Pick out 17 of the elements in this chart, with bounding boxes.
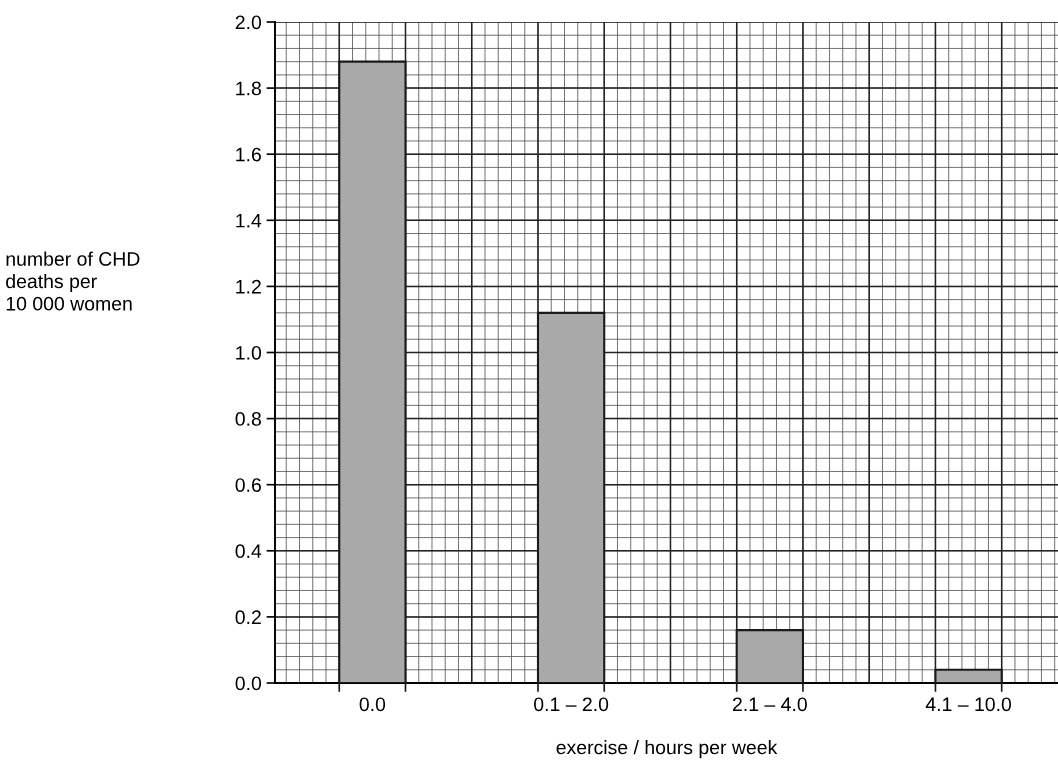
y-tick-label: 1.8 xyxy=(236,81,261,96)
y-tick-label: 1.4 xyxy=(236,213,262,228)
x-tick-label: 0.0 xyxy=(359,697,386,712)
y-tick-label: 2.0 xyxy=(235,15,262,30)
y-tick-label: 1.2 xyxy=(236,279,261,294)
y-tick-label: 0.6 xyxy=(235,478,261,492)
x-axis-title: exercise / hours per week xyxy=(556,740,778,759)
y-tick-label: 0.0 xyxy=(235,676,262,691)
x-tick-label: 2.1 – 4.0 xyxy=(732,697,807,712)
y-tick-label: 0.4 xyxy=(235,544,262,559)
y-axis-title: number of CHD deaths per 10 000 women xyxy=(6,251,140,311)
y-tick-label: 1.0 xyxy=(236,345,262,360)
x-tick-label: 4.1 – 10.0 xyxy=(925,697,1012,712)
y-tick-label: 0.2 xyxy=(235,610,261,625)
y-tick-label: 1.6 xyxy=(236,147,261,162)
x-tick-label: 0.1 – 2.0 xyxy=(534,697,609,712)
y-tick-label: 0.8 xyxy=(235,412,261,426)
